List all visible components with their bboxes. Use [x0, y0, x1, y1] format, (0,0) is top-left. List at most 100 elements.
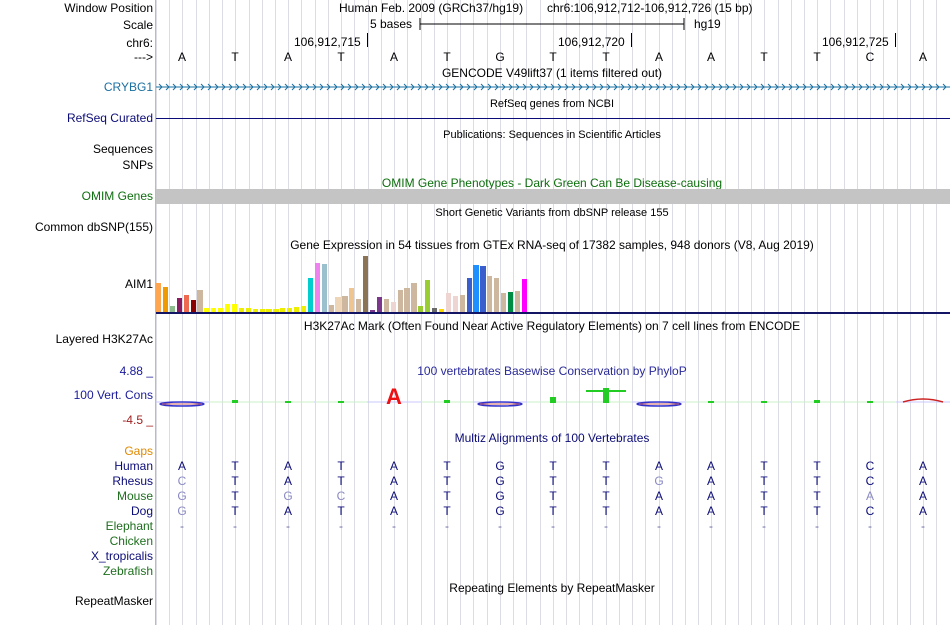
- gtex-tissue-bar[interactable]: [404, 288, 410, 312]
- gtex-tissue-bar[interactable]: [169, 306, 176, 312]
- gtex-tissue-bar[interactable]: [363, 256, 369, 312]
- gtex-tissue-bar[interactable]: [383, 299, 389, 312]
- strand-chevron: [935, 83, 940, 91]
- gtex-tissue-bar[interactable]: [501, 293, 507, 312]
- multiz-species-label[interactable]: Zebrafish: [102, 564, 153, 578]
- gencode-gene-label[interactable]: CRYBG1: [103, 80, 153, 94]
- gtex-tissue-bar[interactable]: [314, 263, 320, 312]
- reference-base: T: [602, 50, 610, 64]
- strand-chevron: [606, 83, 611, 91]
- multiz-base: A: [918, 474, 928, 488]
- refseq-track-label[interactable]: RefSeq Curated: [66, 111, 153, 125]
- omim-feature-bar[interactable]: [156, 189, 950, 204]
- gtex-tissue-bar[interactable]: [204, 308, 210, 312]
- multiz-base: T: [602, 489, 610, 503]
- gtex-tissue-bar[interactable]: [218, 308, 224, 312]
- gtex-tissue-bar[interactable]: [390, 302, 396, 312]
- gtex-tissue-bar[interactable]: [245, 308, 251, 312]
- multiz-base: -: [392, 519, 396, 533]
- gtex-tissue-bar[interactable]: [321, 264, 327, 312]
- gtex-tissue-bar[interactable]: [432, 308, 438, 312]
- multiz-base: -: [286, 519, 290, 533]
- strand-chevron: [396, 83, 401, 91]
- gtex-tissue-bar[interactable]: [356, 299, 362, 312]
- gtex-tissue-bar[interactable]: [190, 300, 196, 312]
- refseq-gene-feature[interactable]: [156, 118, 950, 119]
- gtex-graph[interactable]: [156, 253, 950, 314]
- gtex-tissue-bar[interactable]: [287, 308, 293, 312]
- gtex-tissue-bar[interactable]: [300, 306, 307, 312]
- gtex-tissue-bar[interactable]: [156, 283, 162, 312]
- gtex-tissue-bar[interactable]: [494, 278, 500, 312]
- multiz-species-label[interactable]: Rhesus: [112, 474, 153, 488]
- gtex-tissue-bar[interactable]: [280, 308, 286, 312]
- gtex-tissue-bar[interactable]: [328, 305, 334, 312]
- gtex-tissue-bar[interactable]: [514, 291, 521, 312]
- gtex-tissue-bar[interactable]: [376, 297, 383, 312]
- gtex-tissue-bar[interactable]: [259, 309, 265, 312]
- gtex-tissue-bar[interactable]: [480, 266, 486, 312]
- multiz-base: T: [337, 459, 345, 473]
- gtex-tissue-bar[interactable]: [231, 304, 238, 312]
- phylop-graph[interactable]: A: [156, 378, 950, 422]
- gtex-tissue-bar[interactable]: [162, 287, 169, 312]
- multiz-species-label[interactable]: X_tropicalis: [90, 549, 153, 563]
- gtex-tissue-bar[interactable]: [369, 310, 376, 312]
- omim-track-label[interactable]: OMIM Genes: [81, 189, 153, 203]
- tick-label-2: 106,912,720: [558, 35, 625, 49]
- multiz-base: -: [498, 519, 502, 533]
- gtex-tissue-bar[interactable]: [307, 278, 314, 312]
- gtex-tissue-bar[interactable]: [273, 309, 279, 312]
- gtex-tissue-bar[interactable]: [418, 306, 424, 312]
- gaps-label[interactable]: Gaps: [124, 444, 153, 458]
- gtex-tissue-bar[interactable]: [335, 297, 341, 312]
- gtex-tissue-bar[interactable]: [349, 288, 355, 312]
- strand-chevron: [340, 83, 345, 91]
- multiz-species-label[interactable]: Chicken: [109, 534, 153, 548]
- gtex-tissue-bar[interactable]: [438, 309, 445, 312]
- gtex-tissue-bar[interactable]: [459, 295, 465, 312]
- repeatmasker-track-label[interactable]: RepeatMasker: [74, 594, 153, 608]
- multiz-base: A: [389, 504, 399, 518]
- gtex-tissue-bar[interactable]: [176, 298, 182, 312]
- gtex-tissue-bar[interactable]: [425, 280, 431, 312]
- gtex-tissue-bar[interactable]: [211, 308, 217, 312]
- gtex-tissue-bar[interactable]: [252, 309, 258, 312]
- gtex-tissue-bar[interactable]: [445, 293, 452, 312]
- strand-chevron: [676, 83, 681, 91]
- h3k27ac-track-label[interactable]: Layered H3K27Ac: [55, 332, 153, 346]
- multiz-species-label[interactable]: Elephant: [105, 519, 153, 533]
- gencode-gene-feature[interactable]: [156, 80, 950, 94]
- gtex-tissue-bar[interactable]: [238, 308, 245, 312]
- gtex-baseline: [156, 312, 950, 314]
- gtex-track-label[interactable]: AIM1: [124, 277, 153, 291]
- gtex-tissue-bar[interactable]: [452, 296, 458, 312]
- gtex-tissue-bar[interactable]: [225, 304, 231, 312]
- gtex-tissue-bar[interactable]: [183, 295, 189, 312]
- multiz-species-label[interactable]: Mouse: [116, 489, 153, 503]
- phylop-score-bar: [814, 400, 820, 403]
- scale-label: Scale: [122, 18, 153, 32]
- phylop-track-label[interactable]: 100 Vert. Cons: [73, 388, 153, 402]
- strand-chevron: [256, 83, 261, 91]
- gtex-tissue-bar[interactable]: [521, 279, 527, 312]
- publications-label-sequences[interactable]: Sequences: [92, 142, 153, 156]
- publications-label-snps[interactable]: SNPs: [122, 158, 153, 172]
- gtex-tissue-bar[interactable]: [411, 283, 417, 312]
- gtex-tissue-bar[interactable]: [507, 292, 514, 312]
- gtex-tissue-bar[interactable]: [294, 307, 300, 312]
- dbsnp-track-label[interactable]: Common dbSNP(155): [34, 220, 153, 234]
- gtex-tissue-bar[interactable]: [397, 290, 403, 312]
- gtex-tissue-bar[interactable]: [197, 290, 203, 312]
- gtex-tissue-bar[interactable]: [342, 296, 348, 312]
- reference-base: A: [654, 50, 664, 64]
- gtex-tissue-bar[interactable]: [466, 278, 472, 312]
- gtex-tissue-bar[interactable]: [487, 276, 493, 312]
- strand-chevron: [746, 83, 751, 91]
- multiz-species-label[interactable]: Dog: [130, 504, 153, 518]
- gtex-tissue-bar[interactable]: [473, 265, 479, 312]
- gtex-tissue-bar[interactable]: [266, 309, 272, 312]
- strand-chevron: [165, 83, 170, 91]
- multiz-species-label[interactable]: Human: [114, 459, 153, 473]
